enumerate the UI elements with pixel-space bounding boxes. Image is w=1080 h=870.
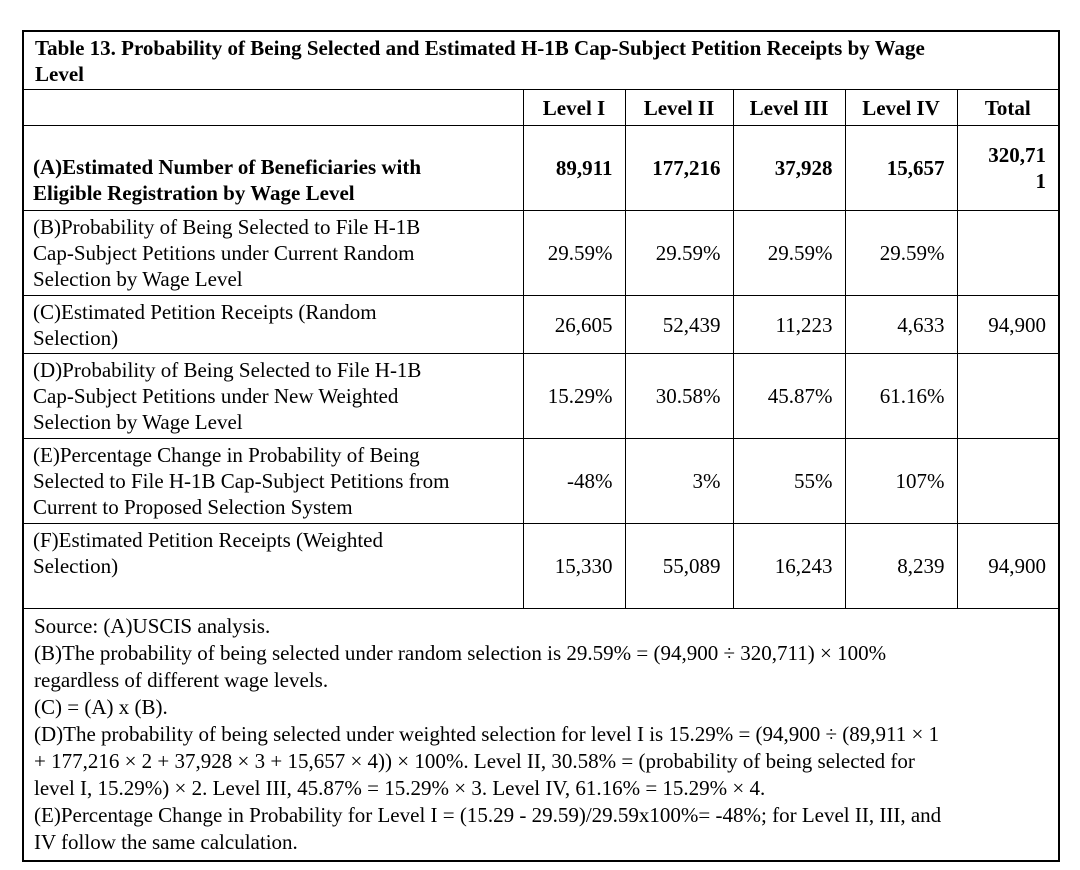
row-a-label: (A)Estimated Number of Beneficiaries wit… — [22, 125, 524, 211]
row-e-value-level-ii: 3% — [624, 438, 734, 524]
row-b-value-level-iv: 29.59% — [844, 210, 958, 296]
row-a-value-total: 320,711 — [956, 125, 1060, 211]
header-empty-cell — [22, 89, 524, 126]
row-d-value-level-iii: 45.87% — [732, 353, 846, 439]
row-c-value-level-ii: 52,439 — [624, 295, 734, 354]
row-c-label: (C)Estimated Petition Receipts (Random S… — [22, 295, 524, 354]
table-row-d: (D)Probability of Being Selected to File… — [22, 353, 1060, 439]
row-a-value-level-i: 89,911 — [522, 125, 626, 211]
table-row-e: (E)Percentage Change in Probability of B… — [22, 438, 1060, 524]
note-source: Source: (A)USCIS analysis. — [34, 614, 271, 638]
row-b-label: (B)Probability of Being Selected to File… — [22, 210, 524, 296]
note-c: (C) = (A) x (B). — [34, 695, 168, 719]
row-e-value-total — [956, 438, 1060, 524]
row-b-value-level-i: 29.59% — [522, 210, 626, 296]
row-e-value-level-iv: 107% — [844, 438, 958, 524]
column-header-level-i: Level I — [522, 89, 626, 126]
row-c-value-level-iv: 4,633 — [844, 295, 958, 354]
row-f-value-level-iv: 8,239 — [844, 523, 958, 609]
row-e-value-level-iii: 55% — [732, 438, 846, 524]
row-e-value-level-i: -48% — [522, 438, 626, 524]
row-b-value-level-ii: 29.59% — [624, 210, 734, 296]
note-b: (B)The probability of being selected und… — [34, 641, 887, 692]
row-f-value-level-iii: 16,243 — [732, 523, 846, 609]
title-row: Table 13. Probability of Being Selected … — [22, 30, 1060, 90]
row-d-value-level-ii: 30.58% — [624, 353, 734, 439]
row-a-value-level-iii: 37,928 — [732, 125, 846, 211]
row-c-value-level-i: 26,605 — [522, 295, 626, 354]
row-f-value-level-ii: 55,089 — [624, 523, 734, 609]
table-row-a: (A)Estimated Number of Beneficiaries wit… — [22, 125, 1060, 211]
table-13-wage-level: Table 13. Probability of Being Selected … — [22, 30, 1061, 862]
row-f-value-level-i: 15,330 — [522, 523, 626, 609]
column-header-level-iv: Level IV — [844, 89, 958, 126]
table-row-c: (C)Estimated Petition Receipts (Random S… — [22, 295, 1060, 354]
row-a-value-level-ii: 177,216 — [624, 125, 734, 211]
note-e: (E)Percentage Change in Probability for … — [34, 803, 942, 854]
row-d-label: (D)Probability of Being Selected to File… — [22, 353, 524, 439]
row-f-label: (F)Estimated Petition Receipts (Weighted… — [22, 523, 524, 609]
row-c-value-level-iii: 11,223 — [732, 295, 846, 354]
column-header-level-ii: Level II — [624, 89, 734, 126]
source-notes-cell: Source: (A)USCIS analysis. (B)The probab… — [22, 608, 1060, 862]
row-d-value-total — [956, 353, 1060, 439]
row-a-total-number: 320,711 — [988, 143, 1047, 193]
row-d-value-level-iv: 61.16% — [844, 353, 958, 439]
source-notes-row: Source: (A)USCIS analysis. (B)The probab… — [22, 608, 1060, 862]
column-header-level-iii: Level III — [732, 89, 846, 126]
header-row: Level I Level II Level III Level IV Tota… — [22, 89, 1060, 126]
note-d: (D)The probability of being selected und… — [34, 722, 940, 800]
row-b-value-level-iii: 29.59% — [732, 210, 846, 296]
row-b-value-total — [956, 210, 1060, 296]
table-row-f: (F)Estimated Petition Receipts (Weighted… — [22, 523, 1060, 609]
row-a-value-level-iv: 15,657 — [844, 125, 958, 211]
row-c-value-total: 94,900 — [956, 295, 1060, 354]
row-e-label: (E)Percentage Change in Probability of B… — [22, 438, 524, 524]
table-title: Table 13. Probability of Being Selected … — [22, 30, 1060, 90]
column-header-total: Total — [956, 89, 1060, 126]
row-f-value-total: 94,900 — [956, 523, 1060, 609]
table-row-b: (B)Probability of Being Selected to File… — [22, 210, 1060, 296]
row-d-value-level-i: 15.29% — [522, 353, 626, 439]
